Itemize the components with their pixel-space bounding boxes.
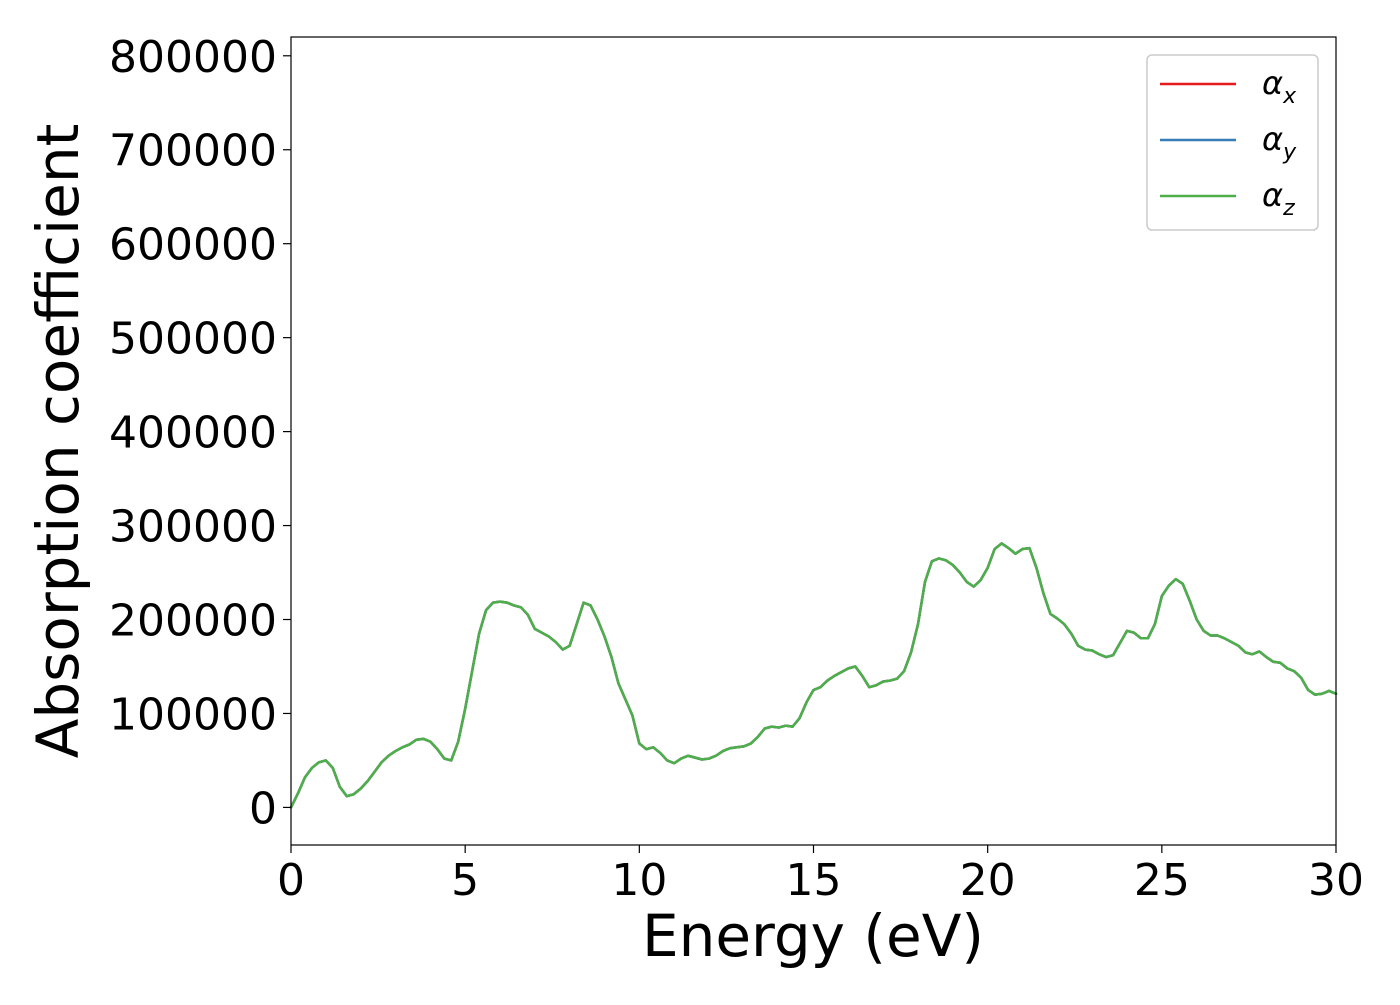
series-layer bbox=[289, 542, 1338, 809]
legend-box bbox=[1146, 54, 1319, 231]
x-axis-ticks: 0 5 10 15 20 25 30 bbox=[277, 845, 1364, 906]
x-tick-label: 0 bbox=[277, 855, 305, 906]
y-tick-label: 800000 bbox=[109, 32, 277, 83]
y-tick-label: 200000 bbox=[109, 596, 277, 647]
y-tick-label: 700000 bbox=[109, 126, 277, 177]
y-tick-label: 0 bbox=[249, 783, 277, 834]
x-tick-label: 5 bbox=[451, 855, 479, 906]
y-tick-label: 100000 bbox=[109, 689, 277, 740]
y-tick-label: 600000 bbox=[109, 220, 277, 271]
legend-subscript-y: y bbox=[1282, 140, 1297, 165]
legend-subscript-z: z bbox=[1282, 196, 1295, 221]
y-tick-label: 500000 bbox=[109, 314, 277, 365]
y-axis-label: Absorption coefficient bbox=[24, 124, 92, 759]
x-tick-label: 30 bbox=[1308, 855, 1364, 906]
y-axis-ticks: 0 100000 200000 300000 400000 500000 600000 700… bbox=[109, 32, 291, 834]
y-tick-label: 300000 bbox=[109, 502, 277, 553]
x-tick-label: 10 bbox=[611, 855, 667, 906]
legend-subscript-x: x bbox=[1282, 84, 1297, 109]
x-tick-label: 20 bbox=[960, 855, 1016, 906]
y-tick-label: 400000 bbox=[109, 408, 277, 459]
series-line-αz bbox=[289, 542, 1338, 809]
x-tick-label: 25 bbox=[1134, 855, 1190, 906]
x-tick-label: 15 bbox=[786, 855, 842, 906]
x-axis-label: Energy (eV) bbox=[642, 902, 984, 970]
